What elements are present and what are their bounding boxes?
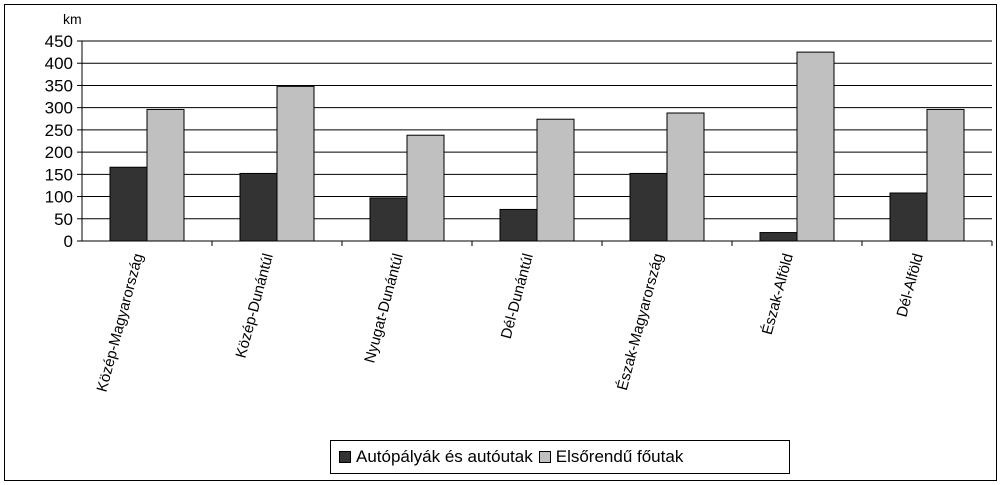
bar-series-2-6 [796, 51, 835, 242]
y-tick-label: 350 [45, 76, 73, 95]
bar-series-2-5 [666, 112, 705, 242]
bar-series-1-3 [369, 197, 408, 242]
bars [109, 51, 965, 242]
y-tick-label: 250 [45, 121, 73, 140]
x-category-label: Észak-Alföld [759, 252, 797, 337]
legend-swatch-series-1 [339, 451, 351, 463]
x-category-label: Dél-Dunántúl [498, 252, 537, 341]
legend: Autópályák és autóutak Elsőrendű főutak [330, 440, 790, 474]
x-category-label: Közép-Magyarország [94, 252, 147, 394]
y-tick-label: 100 [45, 188, 73, 207]
bar-series-1-7 [889, 192, 928, 242]
y-tick-label: 400 [45, 54, 73, 73]
y-tick-label: 150 [45, 165, 73, 184]
bar-series-2-7 [926, 108, 965, 242]
y-tick-label: 50 [54, 210, 73, 229]
bar-series-1-2 [239, 172, 278, 242]
y-tick-label: 200 [45, 143, 73, 162]
bar-series-2-4 [536, 118, 575, 242]
x-category-label: Dél-Alföld [894, 252, 927, 319]
x-category-label: Észak-Magyarország [614, 252, 667, 392]
y-tick-label: 300 [45, 99, 73, 118]
bar-series-2-1 [146, 108, 185, 242]
legend-label-series-2: Elsőrendű főutak [555, 447, 684, 466]
bar-series-2-3 [406, 134, 445, 242]
bar-series-1-6 [759, 232, 798, 242]
x-category-label: Közép-Dunántúl [233, 252, 277, 360]
legend-swatch-series-2 [538, 451, 551, 463]
legend-item-series-2: Elsőrendű főutak [538, 447, 684, 467]
bar-series-1-1 [109, 166, 148, 242]
y-tick-label: 0 [64, 232, 73, 251]
bar-series-1-4 [499, 208, 538, 242]
legend-item-series-1: Autópályák és autóutak [339, 447, 533, 467]
bar-series-1-5 [629, 172, 668, 242]
y-axis-unit-label: km [63, 11, 82, 27]
y-tick-label: 450 [45, 32, 73, 51]
legend-label-series-1: Autópályák és autóutak [356, 447, 533, 466]
bar-series-2-2 [276, 85, 315, 242]
gridlines [82, 40, 992, 220]
x-category-label: Nyugat-Dunántúl [361, 252, 407, 365]
